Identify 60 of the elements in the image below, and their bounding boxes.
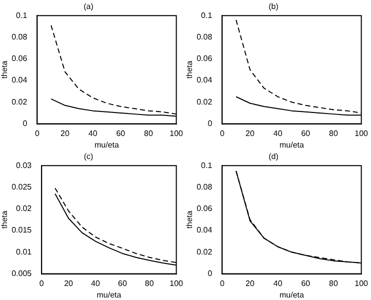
x-tick-label: 80	[144, 278, 154, 288]
y-axis-title: theta	[0, 210, 10, 229]
y-tick-label: 0.02	[196, 247, 213, 256]
y-tick-label: 0	[208, 269, 213, 278]
y-tick-label: 0	[22, 119, 28, 128]
x-tick-label: 20	[246, 128, 255, 138]
y-tick-label: 0.03	[16, 160, 32, 170]
x-tick-label: 100	[354, 128, 369, 138]
x-tick-label: 0	[220, 128, 225, 138]
y-tick-label: 0.04	[196, 226, 213, 235]
x-tick-label: 40	[88, 128, 98, 138]
y-tick-label: 0.08	[12, 32, 28, 42]
y-tick-label: 0.1	[201, 160, 213, 170]
y-tick-label: 0.04	[12, 76, 28, 85]
x-tick-label: 80	[329, 128, 338, 138]
x-axis-title: mu/eta	[96, 290, 122, 300]
x-tick-label: 40	[91, 278, 100, 288]
chart-title: (b)	[268, 2, 279, 12]
y-tick-label: 0.02	[12, 97, 28, 106]
y-tick-label: 0.1	[16, 10, 28, 20]
x-tick-label: 100	[170, 278, 184, 288]
x-tick-label: 60	[301, 128, 311, 138]
y-tick-label: 0.025	[12, 182, 32, 192]
y-tick-label: 0.06	[196, 54, 213, 64]
y-tick-label: 0.04	[196, 76, 213, 85]
x-tick-label: 0	[39, 278, 44, 288]
x-tick-label: 20	[60, 128, 70, 138]
y-tick-label: 0.08	[196, 182, 213, 192]
x-tick-label: 80	[329, 278, 338, 288]
x-tick-label: 0	[34, 128, 40, 138]
x-tick-label: 60	[118, 278, 128, 288]
y-tick-label: 0.02	[16, 204, 32, 214]
x-axis-title: mu/eta	[280, 140, 305, 150]
x-tick-label: 100	[354, 278, 369, 288]
x-tick-label: 80	[144, 128, 154, 138]
y-tick-label: 0.015	[12, 226, 32, 235]
x-tick-label: 60	[116, 128, 126, 138]
chart-title: (d)	[268, 152, 279, 162]
x-tick-label: 40	[273, 128, 283, 138]
y-tick-label: 0.1	[201, 10, 213, 20]
x-tick-label: 40	[273, 278, 283, 288]
y-tick-label: 0	[208, 119, 213, 128]
y-tick-label: 0.06	[12, 54, 28, 64]
chart-title: (c)	[84, 152, 94, 162]
y-tick-label: 0.01	[16, 247, 32, 256]
x-tick-label: 100	[170, 128, 184, 138]
x-tick-label: 20	[246, 278, 255, 288]
y-tick-label: 0.06	[196, 204, 213, 214]
y-tick-label: 0.005	[12, 269, 32, 278]
y-axis-title: theta	[0, 60, 10, 79]
y-axis-title: theta	[185, 210, 194, 229]
y-tick-label: 0.08	[196, 32, 213, 42]
chart-title: (a)	[84, 2, 94, 12]
x-tick-label: 60	[301, 278, 311, 288]
y-tick-label: 0.02	[196, 97, 213, 106]
x-axis-title: mu/eta	[94, 140, 120, 150]
y-axis-title: theta	[185, 60, 194, 79]
x-axis-title: mu/eta	[280, 290, 305, 300]
x-tick-label: 20	[64, 278, 74, 288]
x-tick-label: 0	[220, 278, 225, 288]
